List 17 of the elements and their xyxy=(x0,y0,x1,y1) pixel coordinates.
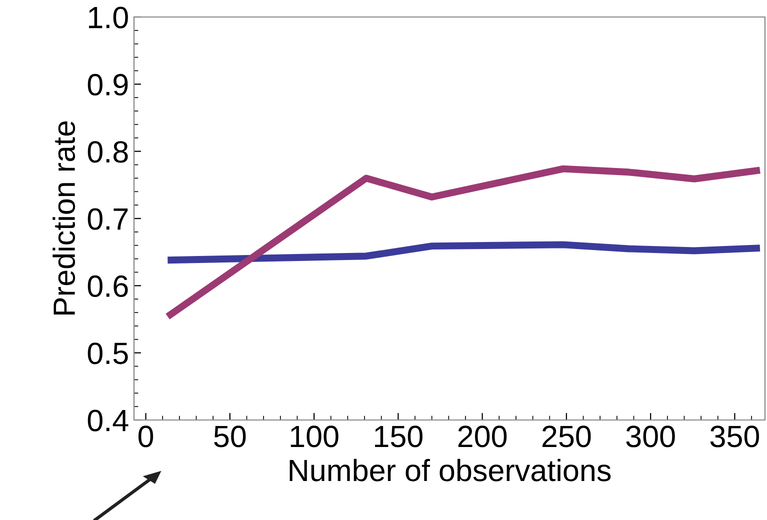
y-tick-label: 0.8 xyxy=(88,141,128,163)
x-tick-label: 0 xyxy=(138,426,154,448)
x-tick-label: 350 xyxy=(710,426,760,448)
y-tick-label: 1.0 xyxy=(88,6,128,28)
x-tick-label: 150 xyxy=(375,426,422,448)
y-tick-label: 0.5 xyxy=(88,342,128,364)
x-tick-label: 250 xyxy=(542,426,591,448)
y-axis-title: Prediction rate xyxy=(52,121,76,314)
y-tick-label: 0.6 xyxy=(88,275,128,298)
x-tick-label: 300 xyxy=(626,426,675,448)
x-tick-label: 50 xyxy=(214,426,246,448)
y-tick-label: 0.9 xyxy=(88,74,128,96)
y-tick-label: 0.7 xyxy=(88,208,128,230)
x-tick-label: 200 xyxy=(458,426,507,448)
y-tick-label: 0.4 xyxy=(88,410,128,432)
x-axis-title: Number of observations xyxy=(290,458,611,482)
x-tick-label: 100 xyxy=(290,426,338,448)
